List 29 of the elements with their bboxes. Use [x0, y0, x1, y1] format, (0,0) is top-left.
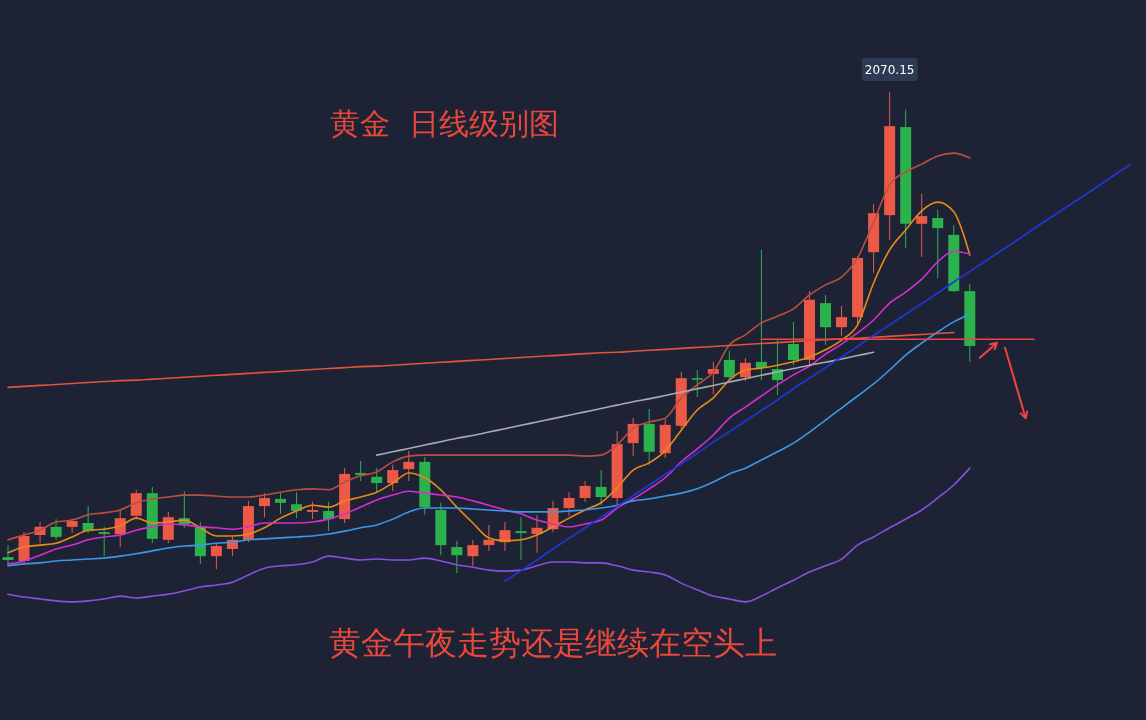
- candlestick: [451, 540, 463, 574]
- candlestick: [258, 492, 270, 518]
- candlestick: [563, 491, 575, 517]
- candlestick: [787, 321, 799, 366]
- candlestick: [50, 518, 62, 541]
- candlestick: [387, 464, 399, 492]
- text: 黄金 日线级别图: [330, 106, 560, 141]
- candlestick: [467, 539, 479, 567]
- text: 黄金午夜走势还是继续在空头上: [329, 624, 777, 662]
- candlestick: [403, 450, 415, 482]
- candlestick: [916, 193, 928, 258]
- candlestick: [98, 526, 110, 557]
- candlestick: [275, 492, 287, 515]
- candlestick: [515, 516, 527, 561]
- candlestick: [291, 491, 303, 519]
- candlestick: [595, 469, 607, 506]
- candlestick: [2, 544, 14, 566]
- candlestick: [66, 517, 78, 534]
- candlestick: [355, 460, 367, 482]
- candlestick: [483, 524, 495, 552]
- candlestick: [723, 350, 735, 381]
- candlestick: [130, 489, 142, 519]
- candlestick: [579, 480, 591, 503]
- candlestick: [691, 369, 703, 398]
- candlestick: [932, 209, 944, 279]
- candlestick: [210, 542, 222, 570]
- annotation: 2070.15: [864, 63, 915, 77]
- candlestick: [836, 305, 848, 337]
- candlestick: [371, 467, 383, 493]
